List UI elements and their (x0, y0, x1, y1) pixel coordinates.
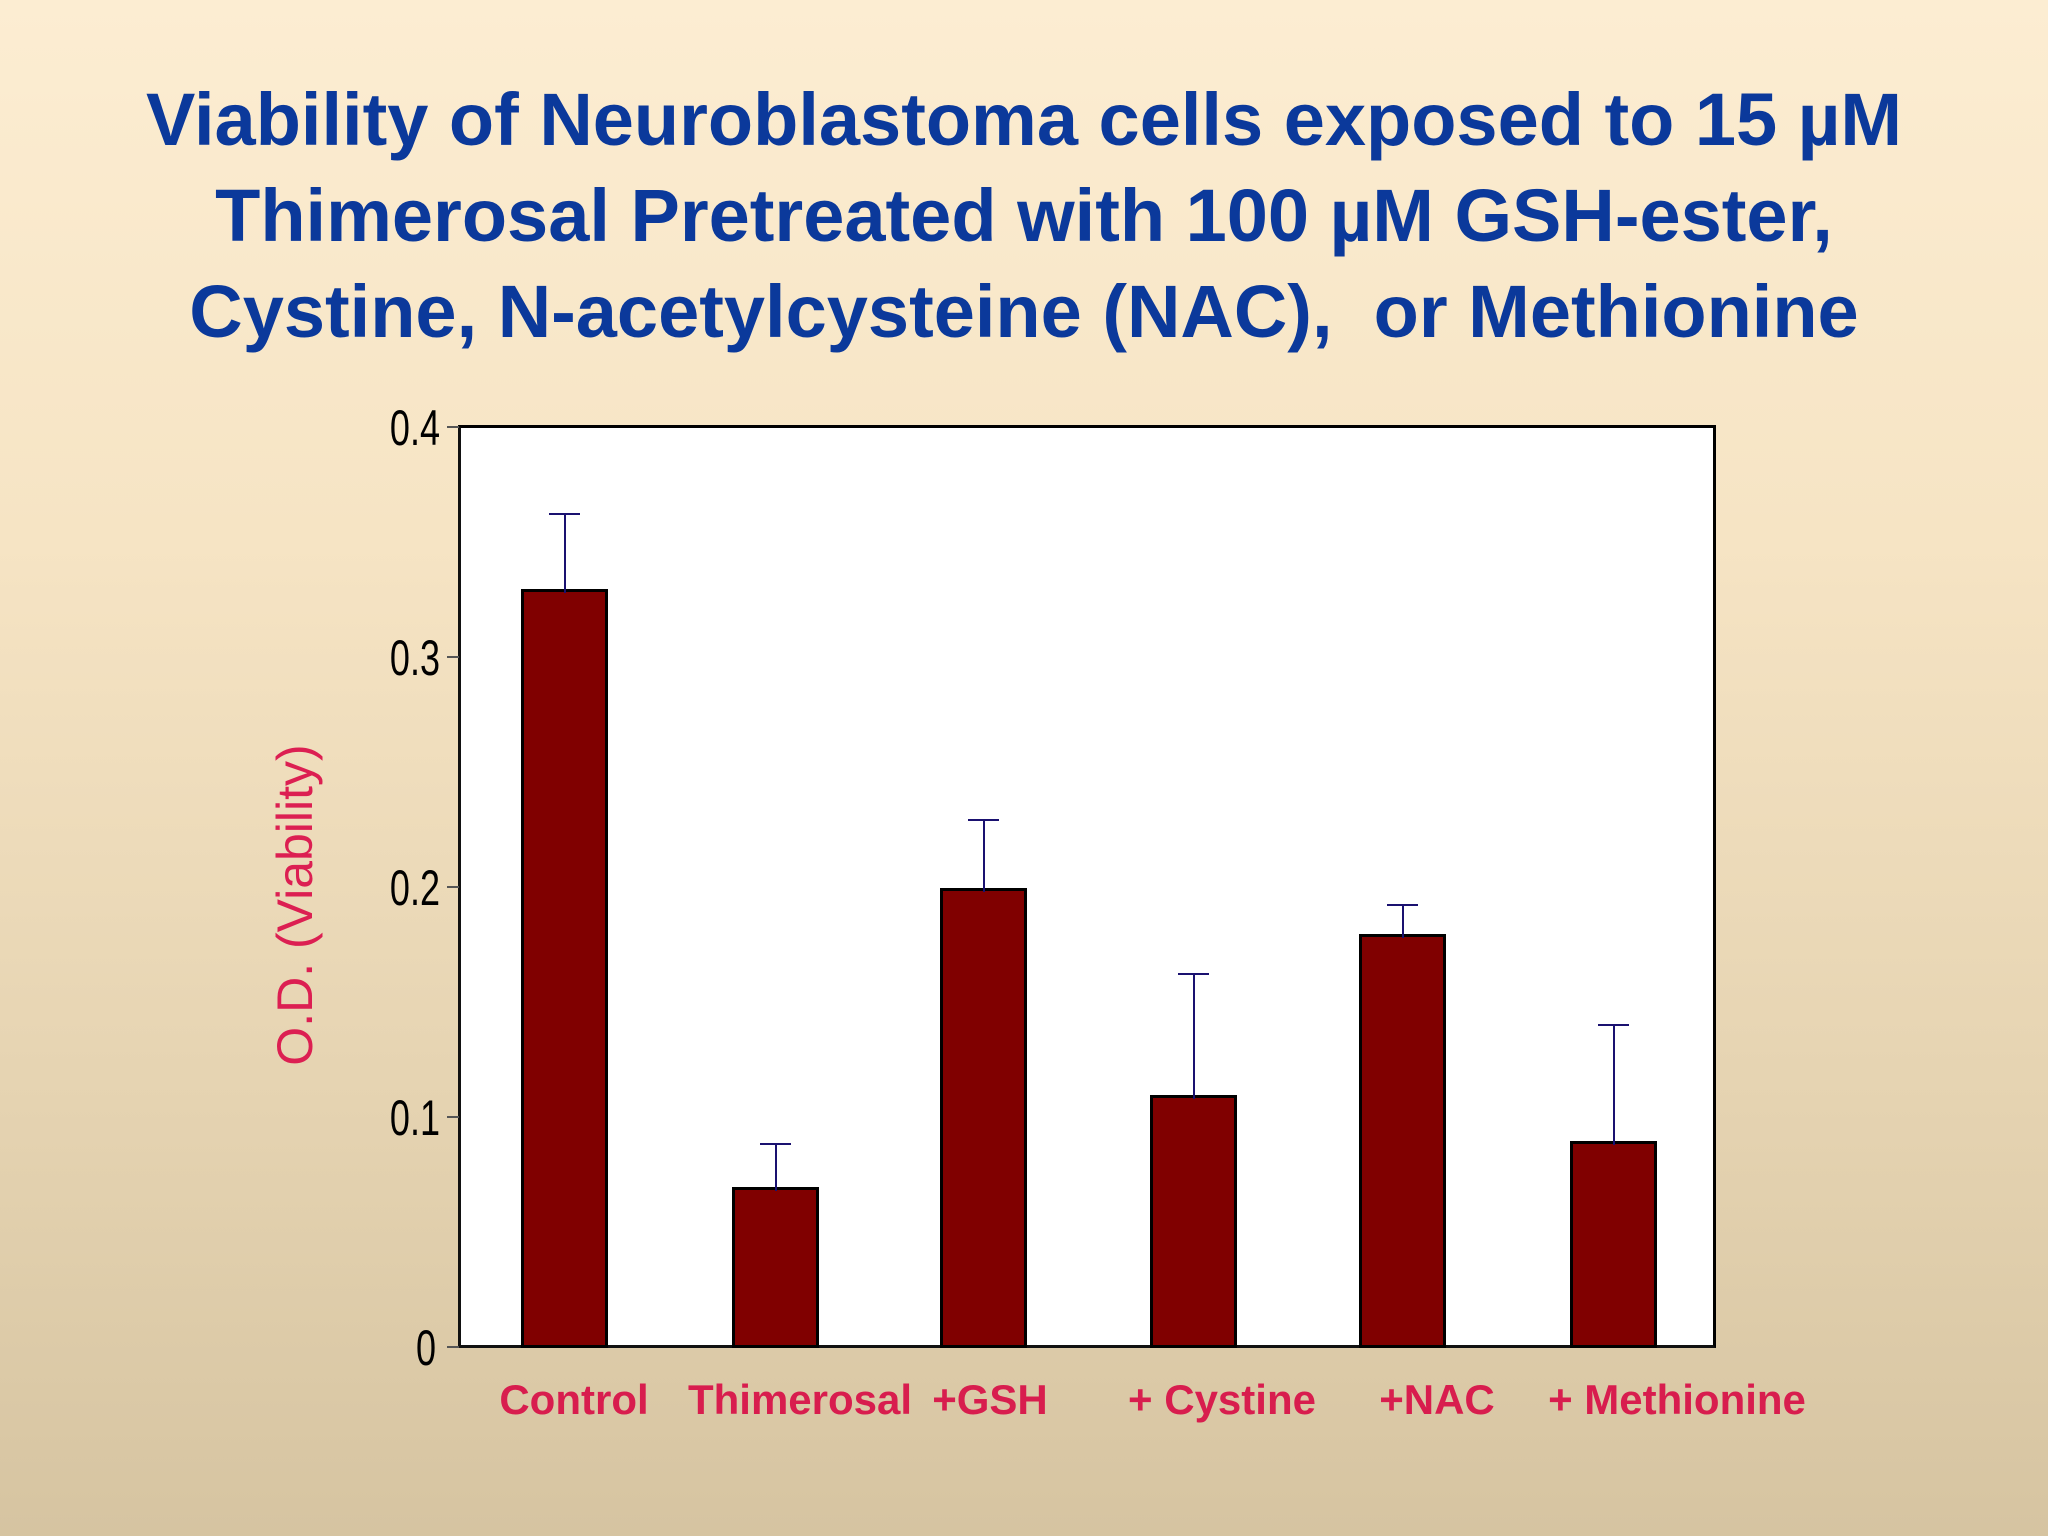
error-bar (1401, 904, 1404, 938)
error-bar-cap (1177, 973, 1209, 976)
y-tick (447, 426, 459, 428)
error-bar (563, 513, 566, 593)
title-line-2: Thimerosal Pretreated with 100 µM GSH-es… (215, 174, 1833, 257)
x-label-nac: +NAC (1379, 1376, 1495, 1423)
y-tick-label: 0.4 (389, 400, 440, 456)
bar (732, 1187, 819, 1348)
y-tick-label: 0.3 (389, 630, 440, 686)
bar (1570, 1141, 1657, 1348)
title-line-1: Viability of Neuroblastoma cells exposed… (145, 78, 1903, 161)
bar (1359, 934, 1446, 1348)
error-bar (982, 819, 985, 892)
error-bar (1192, 973, 1195, 1099)
bar (521, 589, 608, 1348)
x-label-methionine: + Methionine (1548, 1376, 1806, 1423)
bar (940, 888, 1027, 1348)
y-tick-label: 0.2 (389, 860, 440, 916)
bar (1150, 1095, 1237, 1348)
y-tick (447, 886, 459, 888)
y-axis-label: O.D. (Viability) (267, 744, 323, 1066)
error-bar-cap (759, 1143, 791, 1146)
y-tick-label: 0 (415, 1320, 436, 1376)
error-bar-cap (1386, 904, 1418, 907)
title-line-3: Cystine, N-acetylcysteine (NAC), or Meth… (189, 270, 1859, 353)
x-label-thimerosal: Thimerosal (687, 1376, 913, 1423)
error-bar-cap (548, 513, 580, 516)
y-tick (447, 1116, 459, 1118)
error-bar (774, 1143, 777, 1191)
error-bar (1612, 1023, 1615, 1145)
plot-area (447, 425, 1716, 1348)
y-tick (447, 656, 459, 658)
error-bar-cap (967, 819, 999, 821)
error-bar-cap (1597, 1023, 1629, 1026)
x-label-cystine: + Cystine (1128, 1376, 1316, 1423)
x-label-gsh: +GSH (932, 1376, 1048, 1423)
y-tick-label: 0.1 (389, 1090, 440, 1146)
slide-title: Viability of Neuroblastoma cells exposed… (0, 72, 2048, 360)
x-label-control: Control (499, 1376, 649, 1423)
y-tick (447, 1346, 459, 1348)
